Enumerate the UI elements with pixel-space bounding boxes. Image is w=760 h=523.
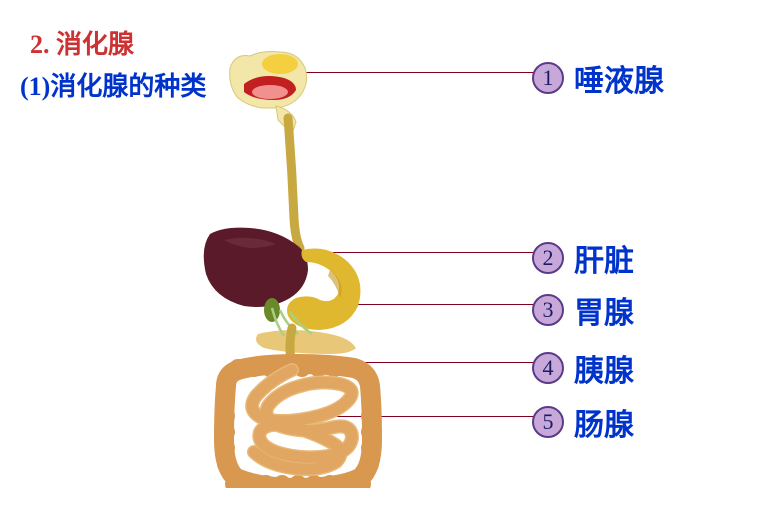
subtitle: (1)消化腺的种类: [20, 66, 206, 103]
label-text: 胃腺: [574, 288, 634, 332]
label-badge: 5: [532, 406, 564, 438]
title-text: 2. 消化腺: [30, 30, 134, 59]
label-badge: 3: [532, 294, 564, 326]
label-item: 4 胰腺: [532, 346, 634, 390]
label-badge: 1: [532, 62, 564, 94]
subtitle-text: (1)消化腺的种类: [20, 72, 206, 101]
label-item: 1 唾液腺: [532, 56, 664, 100]
label-badge: 4: [532, 352, 564, 384]
section-title: 2. 消化腺: [30, 24, 134, 61]
label-item: 5 肠腺: [532, 400, 634, 444]
label-text: 唾液腺: [574, 56, 664, 100]
label-text: 肝脏: [574, 236, 634, 280]
label-item: 3 胃腺: [532, 288, 634, 332]
digestive-diagram: [180, 48, 410, 493]
label-badge: 2: [532, 242, 564, 274]
label-text: 胰腺: [574, 346, 634, 390]
label-item: 2 肝脏: [532, 236, 634, 280]
label-text: 肠腺: [574, 400, 634, 444]
